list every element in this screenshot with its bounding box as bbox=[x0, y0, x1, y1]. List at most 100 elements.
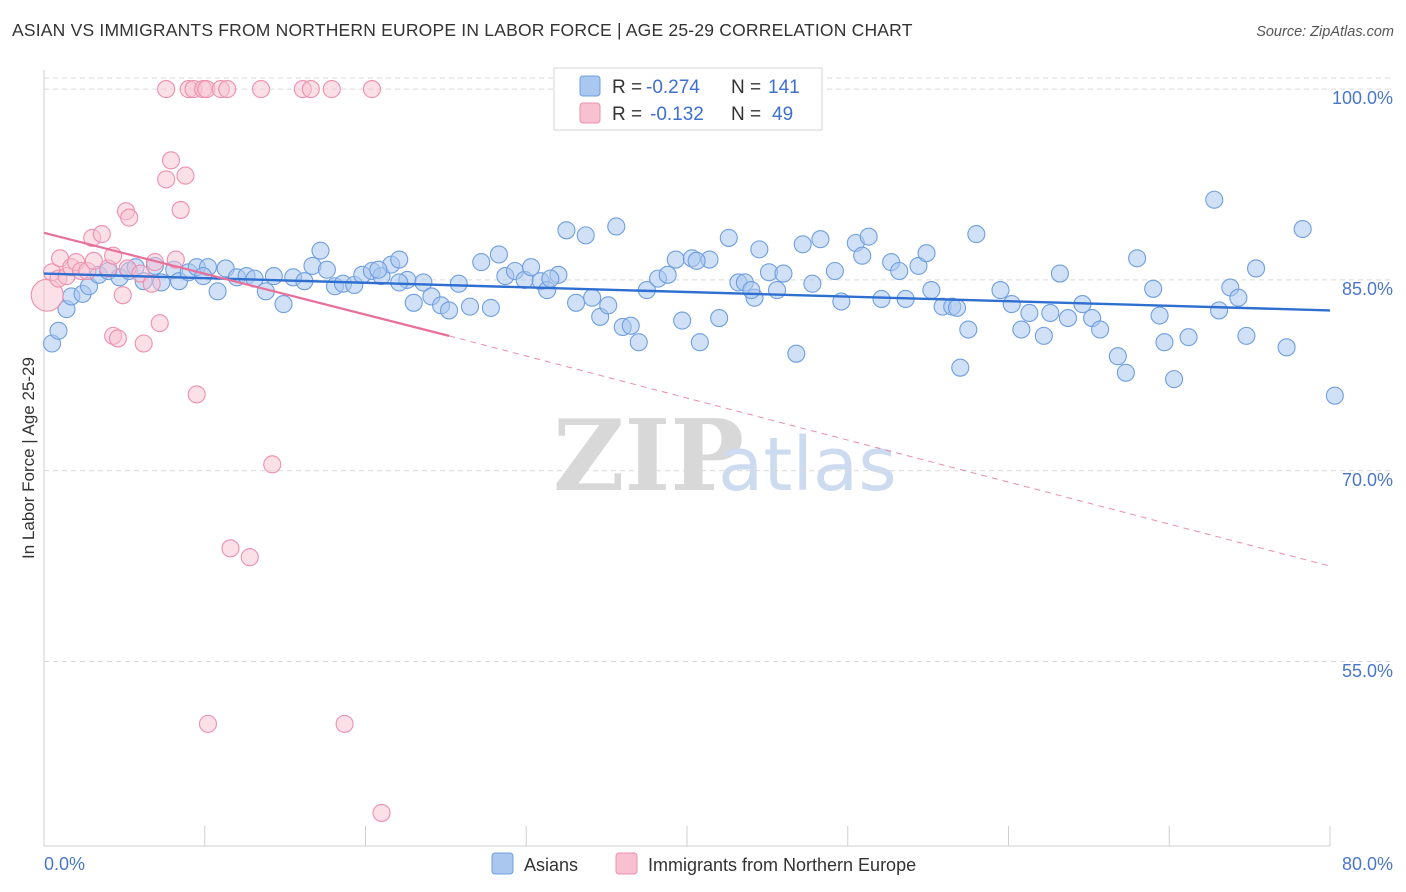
x-axis-ticks bbox=[43, 826, 1331, 846]
data-point-immigrant bbox=[113, 286, 132, 305]
data-point-asian bbox=[793, 235, 812, 254]
data-point-asian bbox=[599, 296, 618, 315]
y-axis-title: In Labor Force | Age 25-29 bbox=[19, 357, 38, 559]
data-point-asian bbox=[658, 265, 677, 284]
y-tick-label: 70.0% bbox=[1342, 470, 1393, 490]
data-point-immigrant bbox=[335, 714, 354, 733]
data-point-immigrant bbox=[362, 80, 381, 99]
data-point-asian bbox=[274, 295, 293, 314]
watermark-atlas: atlas bbox=[718, 422, 897, 508]
legend-r-label: R = bbox=[612, 104, 642, 125]
data-point-asian bbox=[1210, 301, 1229, 320]
data-point-asian bbox=[404, 293, 423, 312]
data-point-asian bbox=[742, 281, 761, 300]
data-point-immigrant bbox=[240, 548, 259, 567]
legend-n-value: 49 bbox=[772, 104, 793, 125]
data-point-asian bbox=[472, 253, 491, 272]
legend-swatch-asians bbox=[579, 75, 601, 97]
data-point-asian bbox=[890, 261, 909, 281]
y-tick-label: 55.0% bbox=[1342, 661, 1393, 681]
data-point-asian bbox=[811, 230, 830, 249]
data-point-asian bbox=[1058, 309, 1078, 328]
data-point-asian bbox=[872, 289, 891, 309]
data-point-asian bbox=[1150, 306, 1169, 325]
data-point-asian bbox=[967, 225, 986, 244]
data-point-immigrant bbox=[142, 274, 161, 293]
data-point-immigrant bbox=[176, 166, 195, 185]
data-point-asian bbox=[1128, 249, 1147, 268]
data-point-asian bbox=[1229, 288, 1248, 307]
data-point-asian bbox=[541, 269, 560, 288]
data-point-immigrant bbox=[157, 170, 176, 189]
data-point-asian bbox=[803, 274, 822, 293]
data-point-asian bbox=[922, 281, 941, 300]
legend-n-value: 141 bbox=[768, 77, 800, 98]
data-point-asian bbox=[1108, 347, 1127, 366]
chart-title: ASIAN VS IMMIGRANTS FROM NORTHERN EUROPE… bbox=[12, 20, 913, 40]
y-tick-label: 100.0% bbox=[1332, 88, 1393, 108]
data-point-asian bbox=[481, 298, 500, 317]
data-point-asian bbox=[557, 221, 576, 240]
series-legend: Asians Immigrants from Northern Europe bbox=[491, 852, 916, 875]
data-point-immigrant bbox=[161, 151, 181, 170]
data-point-immigrant bbox=[301, 80, 320, 99]
legend-swatch-asians bbox=[491, 852, 514, 875]
legend-r-value: -0.274 bbox=[646, 77, 700, 98]
data-point-asian bbox=[522, 258, 541, 277]
data-point-asian bbox=[673, 311, 692, 330]
data-point-immigrant bbox=[84, 251, 103, 270]
data-point-asian bbox=[1155, 333, 1174, 352]
data-point-asian bbox=[1091, 320, 1110, 339]
data-point-asian bbox=[959, 320, 978, 339]
data-point-asian bbox=[194, 267, 213, 286]
legend-swatch-immigrants bbox=[579, 102, 601, 124]
watermark: ZIP atlas bbox=[553, 399, 897, 514]
data-point-asian bbox=[1325, 386, 1344, 405]
data-point-asian bbox=[1165, 370, 1184, 389]
data-point-immigrant bbox=[221, 539, 240, 558]
data-point-asian bbox=[750, 240, 769, 259]
data-point-asian bbox=[414, 273, 433, 292]
data-point-asian bbox=[787, 344, 806, 363]
data-point-asian bbox=[583, 288, 602, 307]
data-point-asian bbox=[489, 245, 508, 264]
data-point-immigrant bbox=[171, 200, 190, 219]
data-point-immigrant bbox=[263, 455, 282, 474]
data-point-immigrant bbox=[322, 80, 341, 99]
data-point-immigrant bbox=[134, 334, 153, 353]
data-point-asian bbox=[687, 251, 706, 270]
data-point-asian bbox=[710, 309, 729, 328]
data-point-asian bbox=[991, 281, 1010, 300]
data-point-immigrant bbox=[198, 714, 218, 733]
trend-line-immigrants bbox=[43, 231, 450, 337]
data-point-asian bbox=[317, 260, 336, 279]
data-point-asian bbox=[311, 241, 330, 260]
data-point-immigrant bbox=[92, 225, 111, 244]
legend-swatch-immigrants bbox=[615, 852, 638, 875]
data-point-asian bbox=[1041, 303, 1060, 323]
data-point-asian bbox=[1002, 295, 1021, 314]
legend-r-value: -0.132 bbox=[650, 104, 704, 125]
data-point-asian bbox=[719, 228, 738, 247]
legend-label-immigrants: Immigrants from Northern Europe bbox=[648, 855, 916, 875]
data-point-asian bbox=[1144, 279, 1163, 298]
y-tick-labels: 100.0% 85.0% 70.0% 55.0% bbox=[1332, 88, 1393, 681]
data-point-asian bbox=[909, 256, 928, 275]
data-point-immigrant bbox=[187, 385, 206, 404]
data-point-asian bbox=[1293, 219, 1312, 239]
trend-line-asians bbox=[43, 272, 1331, 312]
data-point-asian bbox=[948, 298, 967, 317]
data-point-asian bbox=[440, 301, 459, 320]
data-point-asian bbox=[390, 250, 409, 269]
data-point-asian bbox=[1179, 328, 1198, 347]
trend-lines bbox=[43, 231, 1331, 567]
legend-r-label: R = bbox=[612, 77, 642, 98]
data-point-asian bbox=[1237, 326, 1256, 345]
data-point-asian bbox=[1050, 264, 1069, 283]
data-point-asian bbox=[449, 274, 468, 293]
watermark-zip: ZIP bbox=[553, 399, 744, 514]
legend-n-label: N = bbox=[731, 104, 761, 125]
data-point-asian bbox=[1205, 190, 1224, 209]
data-point-immigrant bbox=[218, 80, 237, 99]
data-point-immigrant bbox=[157, 80, 176, 99]
